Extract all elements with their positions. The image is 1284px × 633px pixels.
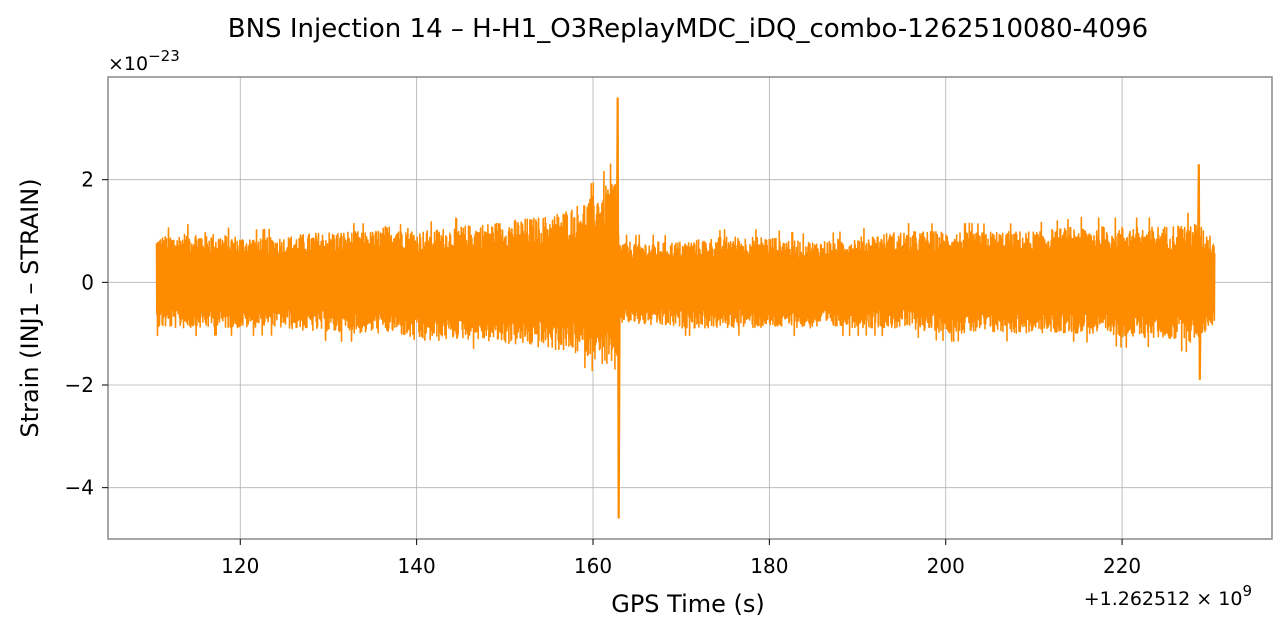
chart-title: BNS Injection 14 – H-H1_O3ReplayMDC_iDQ_… [228, 14, 1148, 44]
x-tick-label: 140 [398, 554, 436, 578]
y-tick-label: 2 [81, 168, 94, 192]
y-scale-exponent: −23 [148, 47, 180, 65]
plot-frame [107, 76, 1273, 540]
y-scale-base: ×10 [108, 53, 148, 75]
x-tick-label: 220 [1103, 554, 1141, 578]
y-tick-label: 0 [81, 270, 94, 294]
y-axis-label: Strain (INJ1 – STRAIN) [16, 178, 44, 437]
x-axis-label: GPS Time (s) [611, 590, 765, 618]
strain-spike [615, 97, 621, 519]
x-offset-exponent: 9 [1242, 582, 1252, 600]
strain-trace [155, 163, 1216, 372]
x-tick-label: 160 [574, 554, 612, 578]
y-tick-label: −2 [65, 373, 94, 397]
x-offset-label: +1.262512 × 109 [1084, 582, 1252, 610]
x-tick-label: 180 [750, 554, 788, 578]
x-offset-base: +1.262512 × 10 [1084, 588, 1243, 610]
y-tick-label: −4 [65, 476, 94, 500]
x-tick-label: 200 [927, 554, 965, 578]
y-scale-multiplier: ×10−23 [108, 47, 180, 75]
series-strain [155, 97, 1216, 519]
ticks: 120 140 160 180 200 220 −4 −2 0 2 [65, 168, 1142, 578]
strain-spike [1196, 164, 1202, 380]
x-tick-label: 120 [221, 554, 259, 578]
